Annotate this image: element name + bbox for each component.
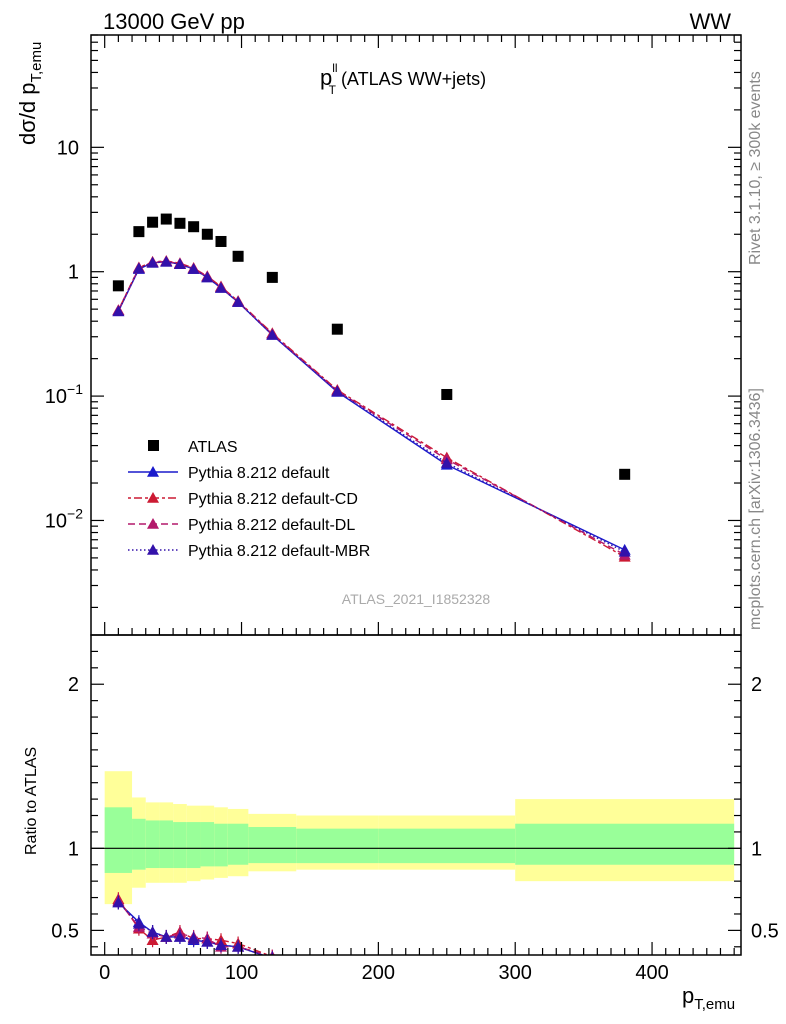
ratio-y-tick-label-right: 2	[751, 674, 762, 696]
x-tick-label: 200	[362, 962, 395, 984]
ratio-marker-pythia-8-212-default-mbr	[201, 935, 214, 947]
main-y-tick-label: 1	[68, 262, 79, 284]
series-marker-pythia-8-212-default-mbr	[266, 328, 279, 340]
x-tick-label: 0	[99, 962, 110, 984]
series-marker-pythia-8-212-default-mbr	[331, 385, 344, 397]
atlas-data-point	[201, 228, 213, 240]
ratio-y-tick-label-left: 0.5	[51, 920, 79, 942]
atlas-data-point	[441, 388, 453, 400]
legend-marker-pythia-8-212-default	[147, 466, 159, 477]
ratio-y-tick-label-right: 0.5	[751, 920, 779, 942]
atlas-data-point	[133, 226, 145, 238]
ratio-line-pythia-8-212-default-mbr	[117, 902, 265, 955]
legend-marker-pythia-8-212-default-mbr	[147, 544, 159, 555]
band-inner-12	[515, 823, 735, 865]
legend-marker-atlas	[148, 440, 159, 451]
band-inner-11	[378, 828, 516, 864]
atlas-data-point	[174, 217, 186, 229]
ratio-marker-pythia-8-212-default-mbr	[270, 952, 274, 955]
ratio-y-tick-label-left: 2	[68, 674, 79, 696]
ratio-marker-pythia-8-212-default-mbr	[187, 932, 200, 944]
series-marker-pythia-8-212-default-mbr	[232, 296, 245, 307]
legend-label-pythia-8-212-default-mbr: Pythia 8.212 default-MBR	[188, 543, 370, 560]
legend-marker-pythia-8-212-default-dl	[147, 518, 159, 529]
series-marker-pythia-8-212-default-mbr	[146, 256, 159, 268]
ratio-marker-pythia-8-212-default-mbr	[160, 930, 173, 942]
x-axis-label: pT,emu	[682, 983, 735, 1013]
band-inner-7	[214, 823, 228, 867]
band-inner-0	[104, 807, 133, 873]
analysis-watermark: ATLAS_2021_I1852328	[342, 591, 491, 607]
x-tick-label: 300	[499, 962, 532, 984]
series-marker-pythia-8-212-default-mbr	[187, 263, 200, 274]
atlas-data-point	[619, 468, 631, 480]
band-inner-9	[248, 827, 297, 864]
x-tick-label: 100	[225, 962, 258, 984]
legend-label-atlas: ATLAS	[188, 439, 238, 456]
series-marker-pythia-8-212-default-mbr	[215, 281, 227, 293]
legend: ATLAS Pythia 8.212 default Pythia 8.212 de…	[128, 439, 370, 560]
main-y-axis-label: dσ/d pT,emu	[15, 42, 45, 145]
atlas-data-point	[112, 280, 124, 292]
axis-ticks: 10 1 10−1 10−2 0 100 200 300 400 0.5 0.5 1 1 2 2	[45, 34, 779, 984]
series-line-pythia-8-212-default-dl	[117, 260, 626, 556]
ratio-marker-pythia-8-212-default-mbr	[173, 930, 186, 942]
main-series-group	[112, 213, 631, 562]
legend-marker-pythia-8-212-default-cd	[147, 492, 159, 503]
ratio-line-pythia-8-212-default-dl	[117, 900, 270, 955]
energy-label: 13000 GeV pp	[103, 9, 245, 34]
legend-label-pythia-8-212-default-cd: Pythia 8.212 default-CD	[188, 491, 358, 508]
series-marker-pythia-8-212-default-mbr	[618, 545, 631, 557]
ratio-marker-pythia-8-212-default-mbr	[215, 939, 227, 950]
ratio-y-tick-label-right: 1	[751, 838, 762, 860]
atlas-data-point	[331, 323, 343, 335]
mcplots-label: mcplots.cern.ch [arXiv:1306.3436]	[747, 388, 764, 630]
main-y-tick-label: 10	[57, 137, 79, 159]
uncertainty-bands	[104, 771, 735, 905]
atlas-data-point	[160, 213, 172, 225]
legend-label-pythia-8-212-default: Pythia 8.212 default	[188, 465, 330, 482]
band-inner-8	[227, 823, 249, 865]
ratio-y-axis-label: Ratio to ATLAS	[23, 747, 40, 855]
series-marker-pythia-8-212-default-mbr	[201, 271, 214, 283]
series-line-pythia-8-212-default-mbr	[117, 261, 625, 553]
x-tick-label: 400	[635, 962, 668, 984]
ratio-marker-pythia-8-212-default-mbr	[112, 896, 125, 908]
process-label: WW	[689, 9, 731, 34]
band-inner-3	[159, 820, 174, 869]
series-marker-pythia-8-212-default-mbr	[160, 255, 173, 267]
rivet-label: Rivet 3.1.10, ≥ 300k events	[747, 71, 764, 265]
plot-title: pll T (ATLAS WW+jets)	[320, 61, 486, 97]
band-inner-4	[173, 822, 187, 869]
series-marker-pythia-8-212-default-mbr	[132, 262, 145, 274]
band-inner-1	[132, 818, 146, 870]
series-marker-pythia-8-212-default-mbr	[173, 258, 186, 269]
ratio-y-tick-label-left: 1	[68, 838, 79, 860]
main-y-tick-label: 10−2	[45, 505, 83, 532]
series-marker-pythia-8-212-default-mbr	[440, 456, 453, 468]
ratio-plot-frame	[90, 634, 742, 956]
band-inner-10	[296, 828, 379, 864]
ratio-marker-pythia-8-212-default-mbr	[146, 926, 159, 937]
band-inner-2	[145, 820, 160, 869]
atlas-data-point	[188, 221, 200, 233]
atlas-data-point	[147, 216, 159, 228]
atlas-data-point	[215, 235, 227, 247]
band-inner-6	[200, 822, 215, 867]
ratio-marker-pythia-8-212-default-mbr	[132, 917, 145, 929]
series-line-pythia-8-212-default-cd	[117, 260, 626, 558]
legend-label-pythia-8-212-default-dl: Pythia 8.212 default-DL	[188, 517, 355, 534]
atlas-data-point	[232, 250, 244, 262]
main-y-tick-label: 10−1	[45, 381, 83, 408]
ratio-line-pythia-8-212-default-cd	[117, 898, 270, 955]
band-inner-5	[186, 822, 201, 869]
atlas-data-point	[266, 271, 278, 283]
series-marker-pythia-8-212-default-mbr	[112, 305, 125, 317]
